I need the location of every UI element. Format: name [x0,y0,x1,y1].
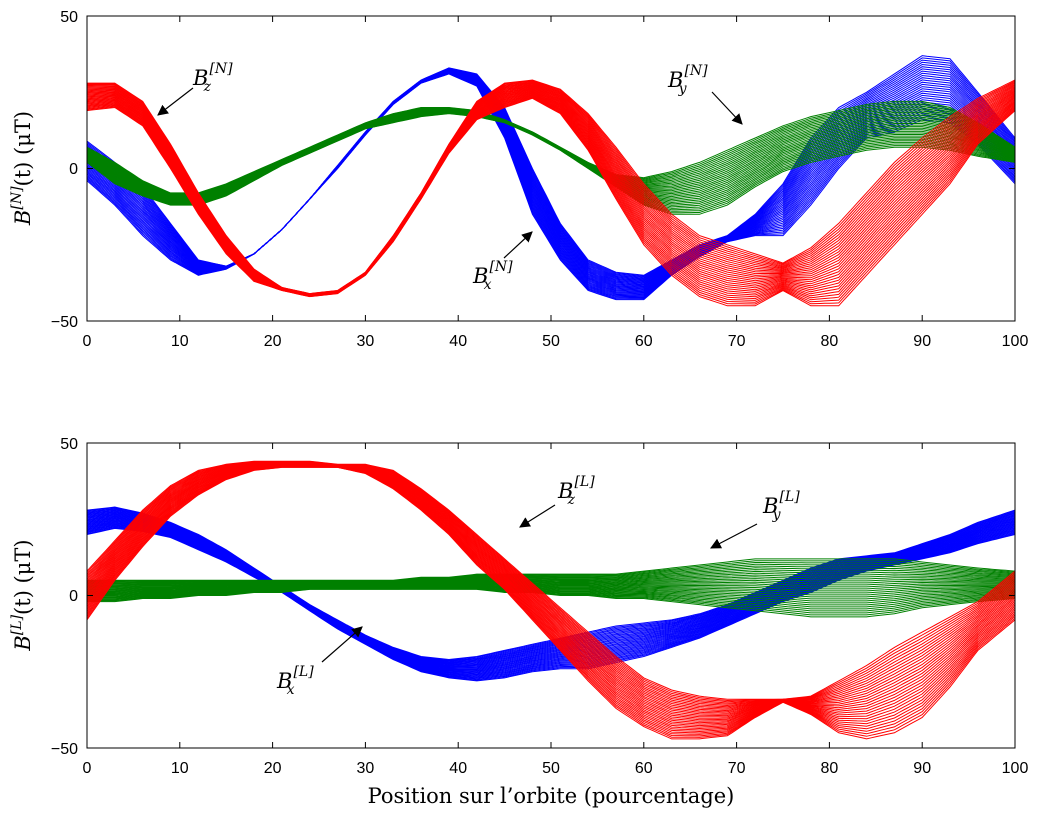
svg-text:B[L](t) (μT): B[L](t) (μT) [9,539,35,651]
x-tick-label: 50 [542,333,560,350]
x-tick-label: 70 [728,333,746,350]
x-tick-label: 30 [357,760,375,777]
panel-bottom: 0 10 20 30 40 50 60 70 80 90 100 50 0 −50 B[L](t) … [9,436,1028,808]
x-tick-label: 90 [913,760,931,777]
y-tick-label: −50 [51,741,78,758]
arrow [711,91,743,125]
svg-text:B[N]y: B[N] y [667,63,708,97]
x-tick-label: 100 [1002,760,1029,777]
x-tick-label: 10 [171,333,189,350]
x-tick-label: 60 [635,760,653,777]
panel-top: 0 10 20 30 40 50 60 70 80 90 100 50 0 −50 B[N](t) … [9,9,1028,350]
svg-text:B[L]z: B[L] z [557,474,595,508]
x-tick-label: 80 [821,333,839,350]
x-tick-label: 50 [542,760,560,777]
svg-text:B[L]x: B[L] x [276,664,314,698]
y-tick-label: 0 [69,588,78,605]
svg-text:B[N]z: B[N] z [192,61,233,95]
x-tick-label: 20 [264,760,282,777]
series-z-curve [87,79,1016,295]
x-tick-label: 0 [83,333,92,350]
arrow [503,231,533,259]
x-tick-label: 30 [357,333,375,350]
annotation-bx-bottom: B[L] x [276,626,363,698]
svg-text:B[L]y: B[L] y [762,489,800,523]
x-tick-label: 90 [913,333,931,350]
tick-marks-top [86,15,1016,322]
annotation-by-bottom: B[L] y [710,489,800,549]
svg-text:B[N](t) (μT): B[N](t) (μT) [9,111,35,226]
x-tick-label: 0 [83,760,92,777]
y-tick-label: 50 [60,436,78,453]
svg-text:B[N]x: B[N] x [472,259,513,293]
x-tick-label: 80 [821,760,839,777]
x-tick-label: 70 [728,760,746,777]
annotation-by-top: B[N] y [667,63,743,125]
annotation-bz-bottom: B[L] z [519,474,595,528]
annotation-bx-top: B[N] x [472,231,533,293]
y-tick-label: 50 [60,9,78,26]
arrow [157,87,194,116]
series-y-curve [86,100,1016,194]
y-axis-label-top: B[N](t) (μT) [9,111,35,226]
curve-group-bottom [86,460,1016,740]
x-tick-label: 40 [449,760,467,777]
annotation-bz-top: B[N] z [157,61,233,116]
y-axis-label-bottom: B[L](t) (μT) [9,539,35,651]
tick-marks-bottom [86,442,1016,749]
x-tick-label: 100 [1002,333,1029,350]
x-tick-label: 40 [449,333,467,350]
arrow [519,504,556,528]
x-tick-label: 10 [171,760,189,777]
x-tick-labels-bottom: 0 10 20 30 40 50 60 70 80 90 100 [83,760,1029,777]
series-y-curve [87,558,1016,581]
x-tick-label: 20 [264,333,282,350]
x-axis-label: Position sur l’orbite (pourcentage) [368,784,735,808]
x-tick-label: 60 [635,333,653,350]
curve-group-top [86,55,1016,307]
arrow [321,626,363,663]
y-tick-label: −50 [51,314,78,331]
arrow [710,523,758,549]
y-tick-label: 0 [69,161,78,178]
series-z-curve [86,460,1016,700]
x-tick-labels-top: 0 10 20 30 40 50 60 70 80 90 100 [83,333,1029,350]
